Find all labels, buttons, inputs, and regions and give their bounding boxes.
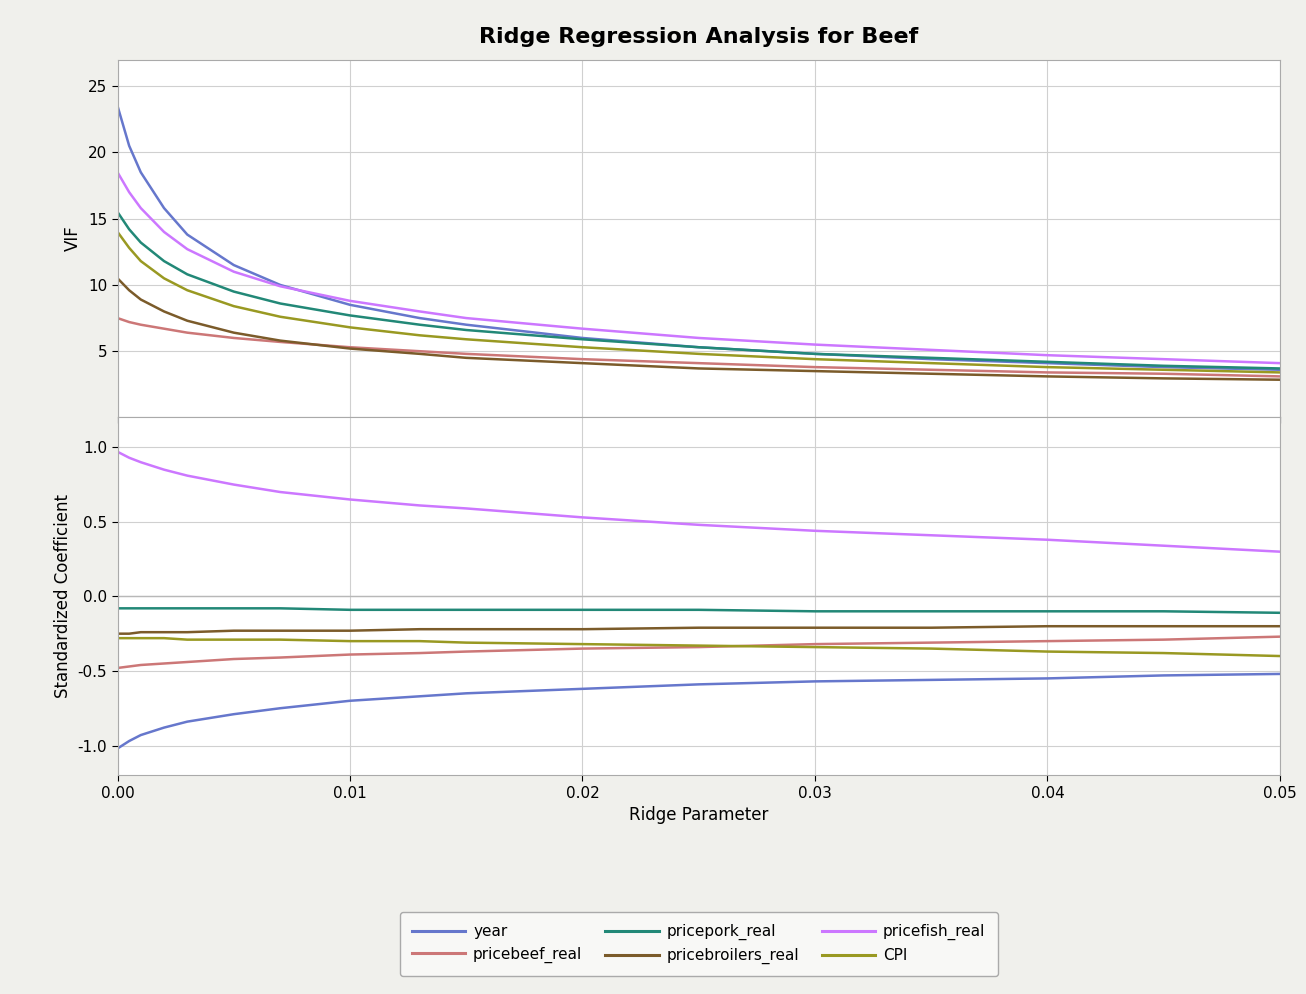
Y-axis label: Standardized Coefficient: Standardized Coefficient (54, 494, 72, 699)
Legend: year, pricebeef_real, pricepork_real, pricebroilers_real, pricefish_real, CPI: year, pricebeef_real, pricepork_real, pr… (400, 911, 998, 976)
Title: Ridge Regression Analysis for Beef: Ridge Regression Analysis for Beef (479, 27, 918, 47)
X-axis label: Ridge Parameter: Ridge Parameter (629, 806, 768, 824)
Y-axis label: VIF: VIF (64, 226, 82, 251)
